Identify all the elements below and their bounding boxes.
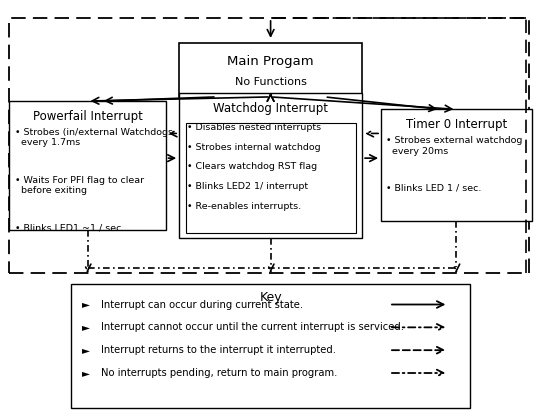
- Text: • Waits For PFI flag to clear
  before exiting: • Waits For PFI flag to clear before exi…: [15, 176, 144, 195]
- Bar: [179, 43, 362, 97]
- Bar: [179, 93, 362, 238]
- Text: Key: Key: [259, 291, 282, 304]
- Text: ►: ►: [82, 368, 90, 378]
- Text: • Blinks LED 1 / sec.: • Blinks LED 1 / sec.: [386, 184, 482, 193]
- Text: ►: ►: [82, 345, 90, 355]
- Bar: [185, 123, 356, 233]
- Text: • Strobes internal watchdog: • Strobes internal watchdog: [187, 143, 321, 152]
- Text: • Re-enables interrupts.: • Re-enables interrupts.: [187, 202, 301, 212]
- Text: • Blinks LED2 1/ interrupt: • Blinks LED2 1/ interrupt: [187, 182, 308, 191]
- Text: • Blinks LED1 ~1 / sec.: • Blinks LED1 ~1 / sec.: [15, 223, 124, 232]
- Text: Main Progam: Main Progam: [228, 55, 314, 68]
- Text: Powerfail Interrupt: Powerfail Interrupt: [33, 110, 143, 123]
- Text: ►: ►: [82, 300, 90, 309]
- Text: Watchdog Interrupt: Watchdog Interrupt: [213, 102, 328, 115]
- Bar: [72, 284, 470, 408]
- Bar: [9, 101, 165, 230]
- Text: Interrupt can occur during current state.: Interrupt can occur during current state…: [101, 300, 303, 309]
- Bar: [381, 110, 532, 222]
- Text: • Clears watchdog RST flag: • Clears watchdog RST flag: [187, 163, 317, 171]
- Text: Interrupt cannot occur until the current interrupt is serviced.: Interrupt cannot occur until the current…: [101, 322, 404, 332]
- Text: Timer 0 Interrupt: Timer 0 Interrupt: [406, 118, 507, 132]
- Text: Interrupt returns to the interrupt it interrupted.: Interrupt returns to the interrupt it in…: [101, 345, 336, 355]
- Text: • Strobes external watchdog
  every 20ms: • Strobes external watchdog every 20ms: [386, 136, 523, 156]
- Text: • Strobes (in/external Watchdogs
  every 1.7ms: • Strobes (in/external Watchdogs every 1…: [15, 128, 173, 148]
- Text: No Functions: No Functions: [235, 77, 306, 87]
- Text: ►: ►: [82, 322, 90, 332]
- Bar: [9, 18, 529, 273]
- Text: • Disables nested interrupts: • Disables nested interrupts: [187, 122, 321, 132]
- Text: No interrupts pending, return to main program.: No interrupts pending, return to main pr…: [101, 368, 337, 378]
